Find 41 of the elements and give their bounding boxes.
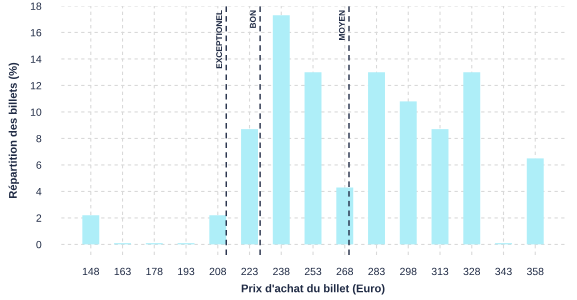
- ref-line-label: MOYEN: [338, 10, 345, 40]
- ref-line-label: BON: [250, 10, 256, 28]
- bar: [82, 215, 100, 244]
- y-tick-label: 18: [30, 2, 42, 10]
- bar: [526, 158, 544, 244]
- y-tick-label: 14: [30, 56, 42, 63]
- x-tick-label: 283: [368, 268, 385, 276]
- bar: [209, 215, 226, 244]
- y-tick-label: 8: [36, 134, 42, 142]
- bar: [368, 72, 385, 244]
- x-tick-label: 148: [82, 268, 100, 276]
- x-axis-title: Prix d'achat du billet (Euro): [242, 284, 384, 295]
- x-tick-label: 208: [210, 268, 226, 276]
- x-tick-label: 298: [400, 268, 416, 276]
- bar: [272, 15, 290, 244]
- bar: [400, 101, 417, 244]
- bar: [336, 187, 354, 244]
- ref-line-label: EXCEPTIONEL: [216, 10, 222, 68]
- y-tick-label: 12: [30, 82, 42, 90]
- bar: [463, 72, 480, 244]
- y-tick-label: 0: [36, 240, 42, 248]
- y-tick-label: 4: [36, 188, 42, 196]
- x-tick-label: 223: [241, 268, 258, 276]
- x-tick-label: 358: [526, 268, 544, 276]
- x-tick-label: 328: [463, 268, 480, 276]
- x-tick-label: 178: [146, 268, 163, 276]
- x-tick-label: 268: [336, 268, 354, 276]
- y-tick-label: 2: [36, 214, 42, 222]
- x-tick-label: 193: [178, 268, 194, 276]
- x-tick-label: 313: [432, 268, 448, 276]
- bar: [304, 72, 322, 244]
- bar: [432, 129, 448, 244]
- y-tick-label: 10: [30, 108, 42, 116]
- y-axis-title: Répartition des billets (%): [8, 62, 20, 198]
- x-tick-label: 343: [495, 268, 512, 276]
- y-tick-label: 16: [30, 28, 42, 36]
- x-tick-label: 238: [273, 268, 290, 276]
- y-tick-label: 6: [36, 161, 42, 169]
- x-tick-label: 253: [304, 268, 322, 276]
- bar: [241, 129, 258, 244]
- x-tick-label: 163: [114, 268, 131, 276]
